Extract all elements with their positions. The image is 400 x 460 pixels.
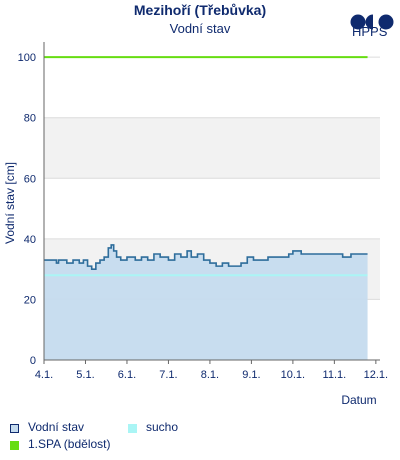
hpps-logo-icon (350, 14, 394, 30)
chart-subtitle: Vodní stav (169, 21, 231, 36)
threshold-lines (44, 56, 368, 277)
x-tick-label: 11.1. (323, 369, 347, 381)
legend-swatch-water-level (10, 424, 19, 433)
x-tick-label: 5.1. (76, 369, 94, 381)
x-tick-label: 12.1. (364, 369, 388, 381)
y-axis-label: Vodní stav [cm] (3, 162, 17, 244)
legend-label-spa1: 1.SPA (bdělost) (28, 437, 111, 451)
x-tick-labels: 4.1. 5.1. 6.1. 7.1. 8.1. 9.1. 10.1. 11.1. 12.1. (35, 369, 388, 381)
background-band (44, 117, 380, 179)
axes (43, 42, 380, 364)
y-tick-label: 60 (24, 173, 36, 185)
chart-title: Mezihoří (Třebůvka) (133, 2, 267, 18)
y-tick-label: 40 (24, 234, 36, 246)
legend-label-drought: sucho (146, 420, 179, 434)
series-area-fill (44, 244, 368, 360)
series-line (44, 244, 368, 270)
legend-swatch-drought (128, 424, 137, 433)
legend-label-water-level: Vodní stav (28, 420, 85, 434)
x-tick-label: 4.1. (35, 369, 53, 381)
y-tick-labels: 0 20 40 60 80 100 (18, 52, 36, 367)
y-tick-label: 100 (18, 52, 36, 64)
x-tick-label: 10.1. (281, 369, 305, 381)
x-axis-label: Datum (341, 393, 376, 407)
y-tick-label: 0 (30, 355, 36, 367)
series-area (44, 244, 368, 360)
legend-swatch-spa1 (10, 441, 19, 450)
logo-text: HPPS (352, 24, 388, 39)
x-tick-label: 7.1. (159, 369, 177, 381)
x-tick-label: 8.1. (201, 369, 219, 381)
x-tick-label: 9.1. (242, 369, 260, 381)
x-tick-label: 6.1. (118, 369, 136, 381)
y-tick-label: 20 (24, 294, 36, 306)
y-tick-label: 80 (24, 113, 36, 125)
